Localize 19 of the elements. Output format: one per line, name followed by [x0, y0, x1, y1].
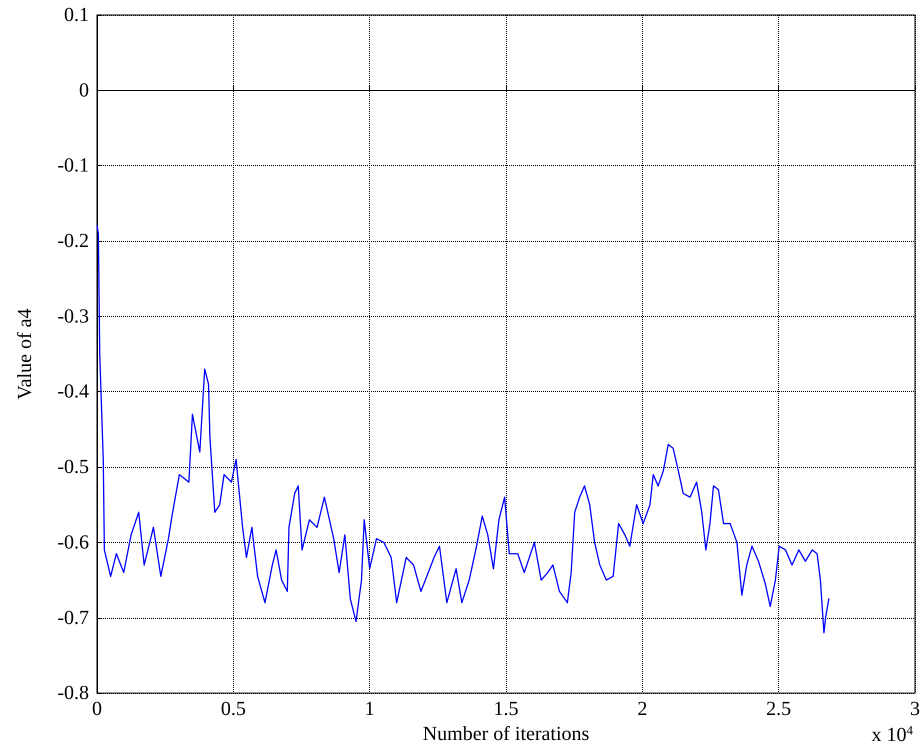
y-tick-label: -0.8: [57, 682, 89, 704]
y-tick-label: -0.5: [57, 456, 89, 478]
y-tick-label: -0.4: [57, 380, 89, 403]
y-tick-label: -0.7: [57, 606, 89, 629]
x-tick-label: 3: [910, 698, 920, 720]
y-axis-title: Value of a4: [14, 308, 36, 400]
y-tick-label: -0.6: [57, 531, 89, 554]
x-tick-label: 0.5: [220, 698, 246, 720]
y-tick-label: -0.2: [57, 230, 89, 252]
x-tick-label: 2: [637, 698, 648, 720]
x-tick-label: 1: [364, 698, 375, 720]
x-axis-title: Number of iterations: [422, 723, 590, 745]
line-series: [96, 225, 830, 634]
y-tick-label: -0.1: [57, 154, 89, 177]
x-tick-label: 1.5: [494, 698, 518, 720]
y-tick-label: 0.1: [64, 4, 89, 26]
y-tick-label: 0: [79, 79, 89, 102]
y-tick-label: -0.3: [57, 305, 89, 328]
x-tick-label: 2.5: [766, 698, 792, 720]
